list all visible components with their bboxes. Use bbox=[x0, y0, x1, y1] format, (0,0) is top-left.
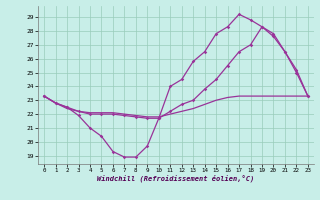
X-axis label: Windchill (Refroidissement éolien,°C): Windchill (Refroidissement éolien,°C) bbox=[97, 175, 255, 182]
